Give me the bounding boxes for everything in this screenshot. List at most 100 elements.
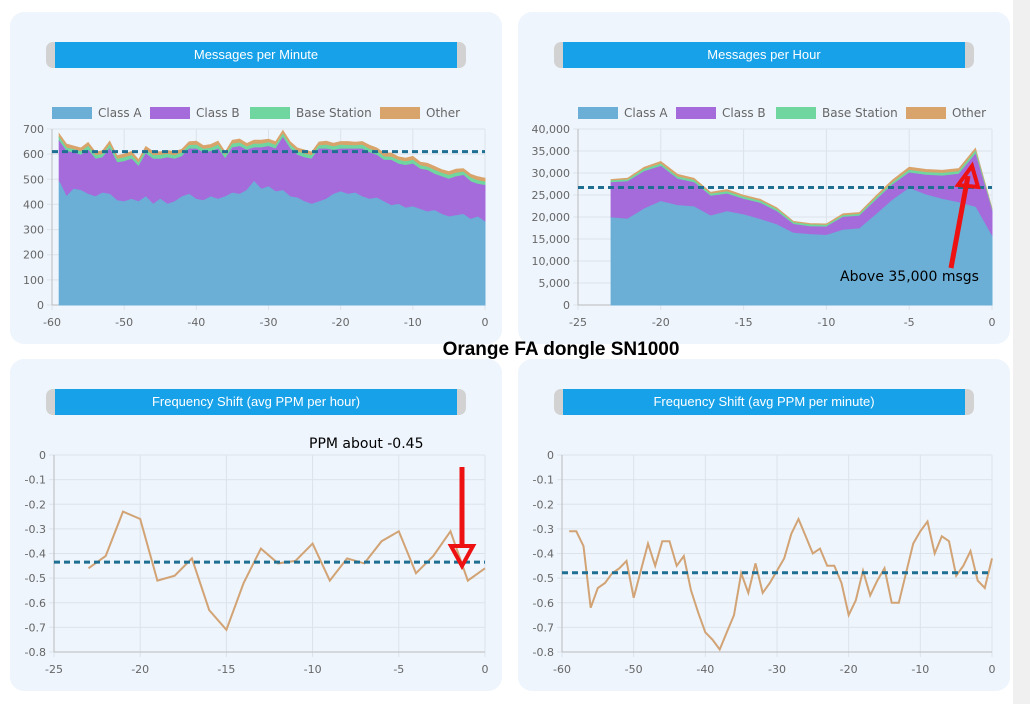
ytick-label-ppmh: -0.4 xyxy=(25,548,46,561)
ytick-label-ppmh: -0.3 xyxy=(25,523,46,536)
legend-swatch-mph xyxy=(676,107,716,119)
xtick-label-mpm: -20 xyxy=(332,316,350,329)
legend-swatch-mph xyxy=(776,107,816,119)
legend-swatch-mph xyxy=(578,107,618,119)
plot-mph xyxy=(573,107,993,310)
xtick-label-mph: -5 xyxy=(904,316,915,329)
legend-label-mph: Other xyxy=(952,106,986,120)
ytick-label-ppmh: -0.7 xyxy=(25,621,46,634)
ytick-label-ppmm: -0.5 xyxy=(533,572,554,585)
xtick-label-mpm: 0 xyxy=(482,316,489,329)
chart-title-bar-ppmh: Frequency Shift (avg PPM per hour) xyxy=(46,389,466,415)
ytick-label-ppmm: -0.7 xyxy=(533,621,554,634)
ytick-label-mph: 35,000 xyxy=(532,145,571,158)
ppm-line-ppmm xyxy=(569,516,993,652)
ytick-label-mph: 40,000 xyxy=(532,123,571,136)
ytick-label-mph: 25,000 xyxy=(532,189,571,202)
plot-ppmh xyxy=(49,454,486,657)
ytick-label-ppmm: -0.6 xyxy=(533,597,554,610)
xtick-label-ppmm: -40 xyxy=(696,663,714,676)
legend-label-mpm: Other xyxy=(426,106,460,120)
legend-swatch-mpm xyxy=(380,107,420,119)
series-area-class-a xyxy=(610,187,993,306)
xtick-label-mph: -15 xyxy=(735,316,753,329)
chart-title-bar-ppmm: Frequency Shift (avg PPM per minute) xyxy=(554,389,974,415)
legend-swatch-mpm xyxy=(52,107,92,119)
ytick-label-mph: 0 xyxy=(563,299,570,312)
red-arrow-head-ppmh xyxy=(447,544,477,571)
ytick-label-mpm: 700 xyxy=(23,123,44,136)
legend-label-mph: Class A xyxy=(624,106,668,120)
chart-title-ppmm: Frequency Shift (avg PPM per minute) xyxy=(563,389,965,415)
ytick-label-mph: 20,000 xyxy=(532,211,571,224)
xtick-label-mpm: -50 xyxy=(115,316,133,329)
ytick-label-ppmm: -0.4 xyxy=(533,548,554,561)
red-arrow-shaft-mph xyxy=(948,175,971,269)
xtick-label-mph: -20 xyxy=(652,316,670,329)
ytick-label-ppmm: -0.3 xyxy=(533,523,554,536)
ytick-label-mpm: 200 xyxy=(23,249,44,262)
ytick-label-mpm: 0 xyxy=(37,299,44,312)
legend-swatch-mpm xyxy=(250,107,290,119)
xtick-label-mpm: -60 xyxy=(43,316,61,329)
page-title: Orange FA dongle SN1000 xyxy=(442,339,680,360)
xtick-label-mph: -10 xyxy=(817,316,835,329)
ytick-label-ppmm: -0.1 xyxy=(533,474,554,487)
xtick-label-ppmm: -50 xyxy=(625,663,643,676)
ytick-label-ppmh: -0.6 xyxy=(25,597,46,610)
annotation-ppm-about: PPM about -0.45 xyxy=(309,436,423,452)
plot-mpm xyxy=(47,107,486,310)
ytick-label-ppmh: -0.8 xyxy=(25,646,46,659)
ytick-label-ppmm: -0.8 xyxy=(533,646,554,659)
chart-title-bar-mpm: Messages per Minute xyxy=(46,42,466,68)
xtick-label-mpm: -30 xyxy=(260,316,278,329)
xtick-label-ppmm: -30 xyxy=(768,663,786,676)
legend-label-mpm: Class A xyxy=(98,106,142,120)
ytick-label-mpm: 500 xyxy=(23,173,44,186)
ytick-label-ppmm: -0.2 xyxy=(533,498,554,511)
ytick-label-ppmh: 0 xyxy=(39,449,46,462)
chart-title-ppmh: Frequency Shift (avg PPM per hour) xyxy=(55,389,457,415)
xtick-label-mpm: -40 xyxy=(187,316,205,329)
xtick-label-mph: -25 xyxy=(569,316,587,329)
plot-ppmm xyxy=(557,454,993,657)
ytick-label-ppmh: -0.1 xyxy=(25,474,46,487)
legend-swatch-mph xyxy=(906,107,946,119)
xtick-label-ppmm: -10 xyxy=(911,663,929,676)
ytick-label-mph: 30,000 xyxy=(532,167,571,180)
ytick-label-mpm: 600 xyxy=(23,148,44,161)
xtick-label-mpm: -10 xyxy=(404,316,422,329)
xtick-label-ppmm: -20 xyxy=(840,663,858,676)
xtick-label-ppmh: -25 xyxy=(45,663,63,676)
xtick-label-ppmh: -5 xyxy=(393,663,404,676)
xtick-label-ppmh: 0 xyxy=(482,663,489,676)
xtick-label-mph: 0 xyxy=(989,316,996,329)
ytick-label-mpm: 400 xyxy=(23,198,44,211)
ytick-label-ppmh: -0.2 xyxy=(25,498,46,511)
chart-title-mph: Messages per Hour xyxy=(563,42,965,68)
chart-title-bar-mph: Messages per Hour xyxy=(554,42,974,68)
ytick-label-mpm: 300 xyxy=(23,224,44,237)
xtick-label-ppmm: -60 xyxy=(553,663,571,676)
ytick-label-mpm: 100 xyxy=(23,274,44,287)
annotation-above-35000: Above 35,000 msgs xyxy=(840,269,979,285)
legend-label-mpm: Class B xyxy=(196,106,240,120)
legend-label-mph: Base Station xyxy=(822,106,898,120)
series-area-class-a xyxy=(58,181,486,306)
ytick-label-mph: 5,000 xyxy=(539,277,571,290)
window-scrollbar[interactable] xyxy=(1013,0,1030,704)
ytick-label-ppmm: 0 xyxy=(547,449,554,462)
xtick-label-ppmh: -15 xyxy=(217,663,235,676)
legend-label-mph: Class B xyxy=(722,106,766,120)
legend-swatch-mpm xyxy=(150,107,190,119)
ytick-label-mph: 10,000 xyxy=(532,255,571,268)
xtick-label-ppmh: -10 xyxy=(304,663,322,676)
chart-title-mpm: Messages per Minute xyxy=(55,42,457,68)
red-arrow-head-mph xyxy=(954,161,981,190)
legend-label-mpm: Base Station xyxy=(296,106,372,120)
xtick-label-ppmh: -20 xyxy=(131,663,149,676)
ytick-label-ppmh: -0.5 xyxy=(25,572,46,585)
ytick-label-mph: 15,000 xyxy=(532,233,571,246)
xtick-label-ppmm: 0 xyxy=(989,663,996,676)
